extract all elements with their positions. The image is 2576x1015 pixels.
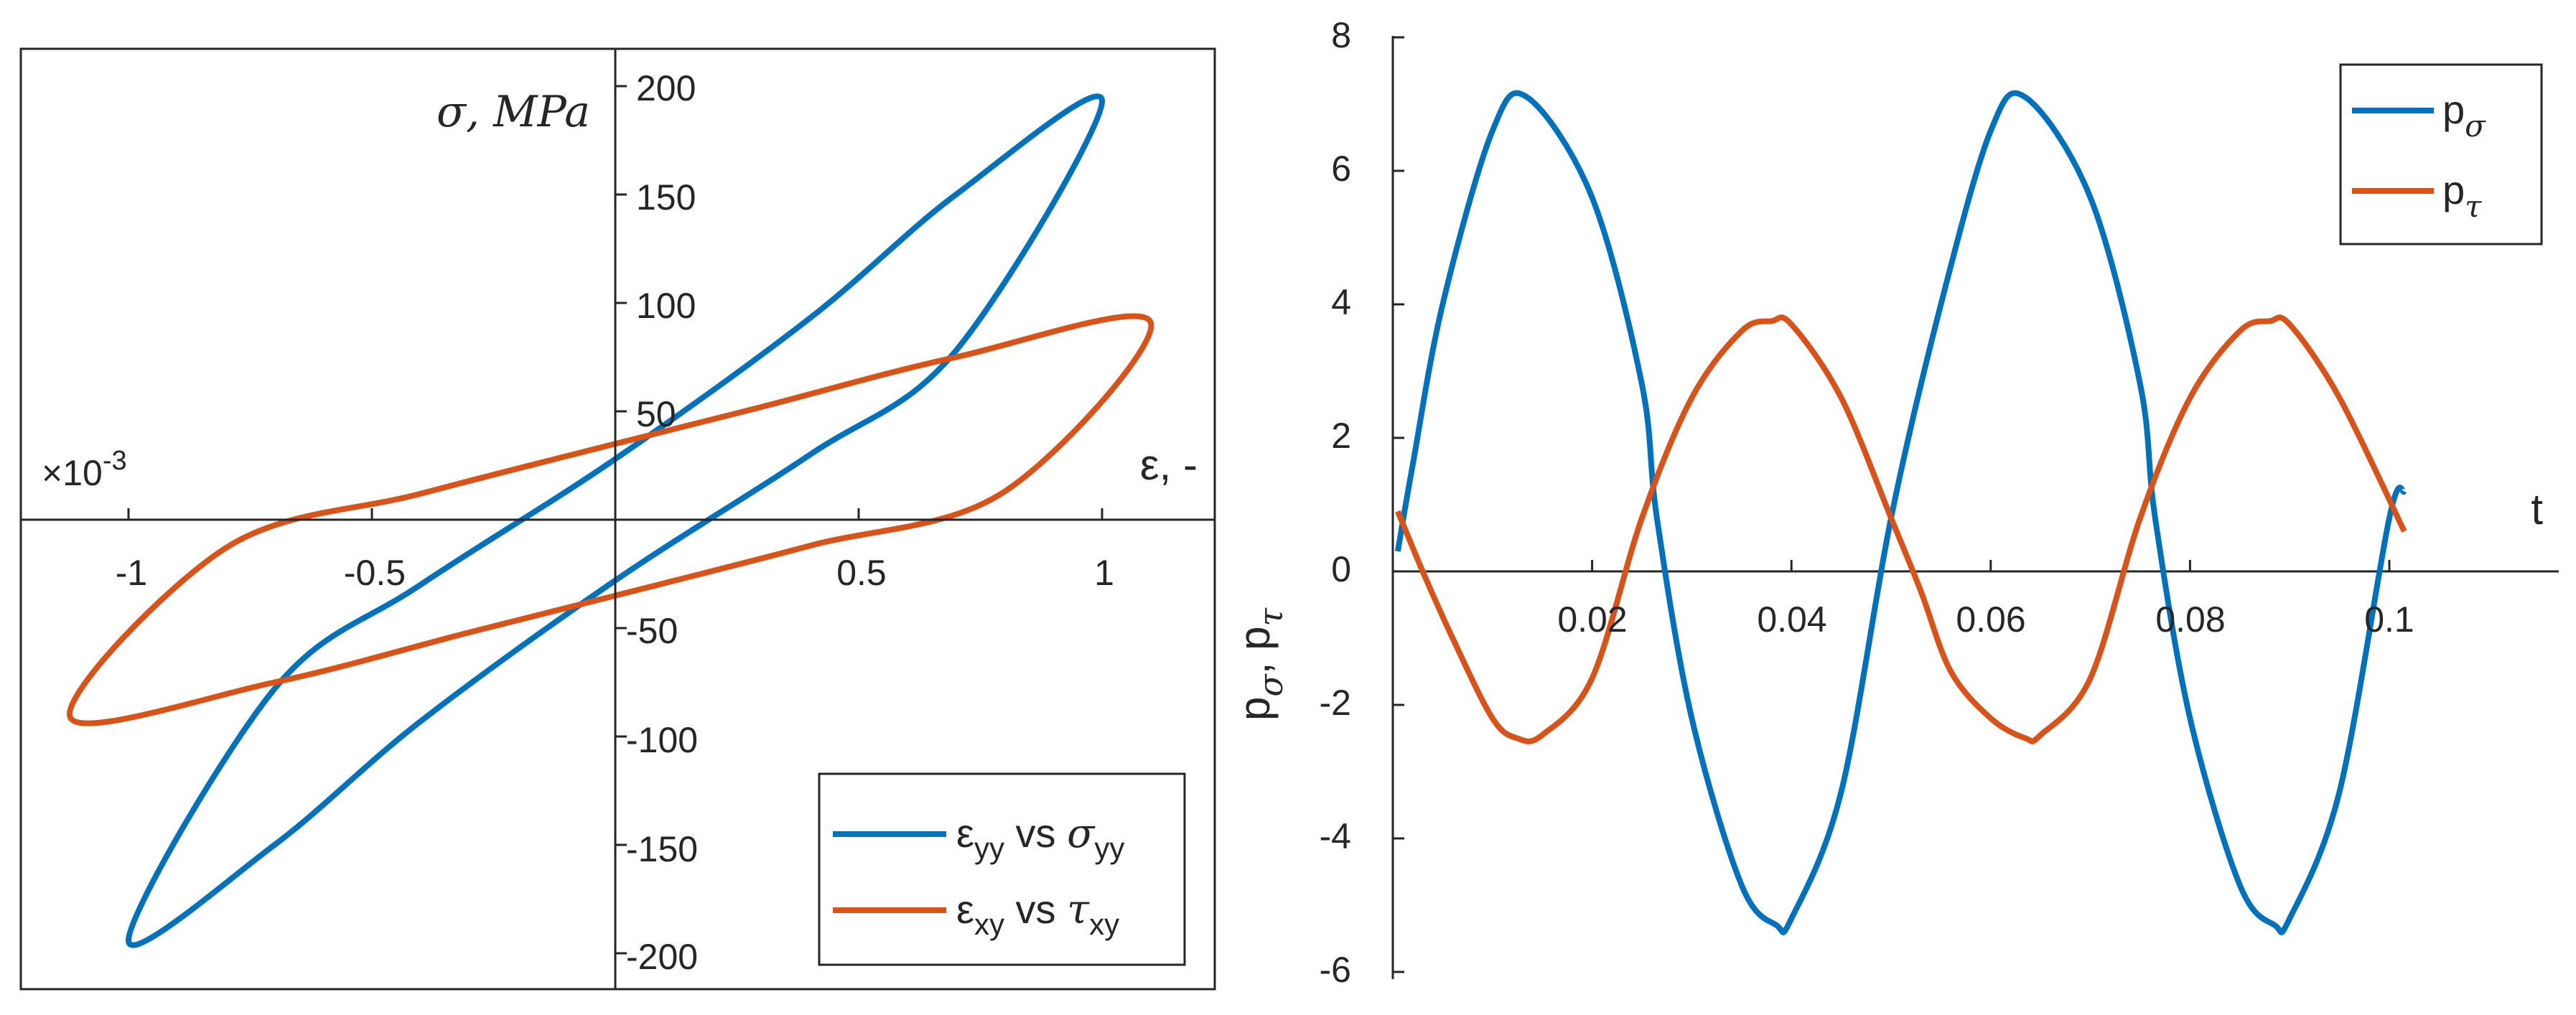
time-xtick-label: 0.04 — [1757, 599, 1826, 640]
time-series-chart: 8 6 4 2 0 -2 -4 -6 0.02 0.04 0.06 0.08 0… — [1231, 15, 2559, 990]
time-ytick-label: -4 — [1320, 816, 1351, 856]
hysteresis-ytick-label: -50 — [626, 611, 678, 651]
hysteresis-plot-area — [67, 93, 1154, 948]
legend-entry-p-sigma: pσ — [2442, 87, 2486, 144]
hysteresis-ylabel: σ, MPa — [437, 87, 590, 137]
time-ytick-label: 4 — [1331, 282, 1351, 322]
hysteresis-xlabel: ε, - — [1140, 441, 1198, 489]
legend-entry-strain-yy: εyy vs σyy — [956, 810, 1124, 865]
hysteresis-ytick-label: -150 — [626, 829, 698, 869]
time-xtick-label: 0.02 — [1557, 599, 1627, 640]
time-ytick-label: -2 — [1320, 683, 1351, 723]
time-ytick-label: 6 — [1331, 149, 1351, 189]
time-ylabel: pσ, pτ — [1231, 607, 1290, 721]
hysteresis-ytick-label: -100 — [626, 720, 698, 760]
hysteresis-xtick-label: -1 — [116, 553, 147, 593]
legend-entry-p-tau: pτ — [2442, 167, 2482, 224]
time-ytick-label: 0 — [1331, 549, 1351, 589]
time-xtick-label: 0.1 — [2364, 599, 2414, 640]
series-strain-xy-loop — [67, 313, 1154, 726]
hysteresis-ytick-label: 50 — [636, 394, 676, 434]
hysteresis-xtick-label: -0.5 — [344, 553, 406, 593]
time-xlabel: t — [2531, 485, 2543, 533]
hysteresis-ytick-label: -200 — [626, 937, 698, 977]
hysteresis-ylabel-text: σ, MPa — [437, 87, 590, 137]
time-xtick-label: 0.08 — [2155, 599, 2225, 640]
hysteresis-ytick-label: 150 — [636, 177, 696, 218]
hysteresis-legend: εyy vs σyy εxy vs τxy — [818, 772, 1186, 966]
legend-entry-strain-xy: εxy vs τxy — [956, 887, 1119, 941]
time-ytick-label: 8 — [1331, 15, 1351, 55]
hysteresis-ytick-label: 200 — [636, 68, 696, 108]
time-plot-area — [1394, 90, 2407, 935]
hysteresis-xtick-label: 0.5 — [836, 553, 887, 593]
series-strain-yy-loop — [126, 93, 1105, 948]
time-legend-box — [2339, 63, 2543, 245]
time-ytick-label: 2 — [1331, 416, 1351, 456]
hysteresis-ytick-label: 100 — [636, 286, 696, 326]
hysteresis-xtick-label: 1 — [1094, 553, 1114, 593]
time-ytick-label: -6 — [1320, 950, 1351, 990]
series-p-sigma-line — [1394, 90, 2407, 935]
hysteresis-legend-box — [818, 772, 1186, 966]
series-p-tau-line — [1395, 314, 2407, 744]
hysteresis-chart: 200 150 100 50 -50 -100 -150 -200 -1 -0.… — [19, 47, 1216, 991]
time-legend: pσ pτ — [2339, 63, 2543, 245]
hysteresis-exponent: ×10-3 — [42, 446, 127, 493]
time-xtick-label: 0.06 — [1956, 599, 2025, 640]
